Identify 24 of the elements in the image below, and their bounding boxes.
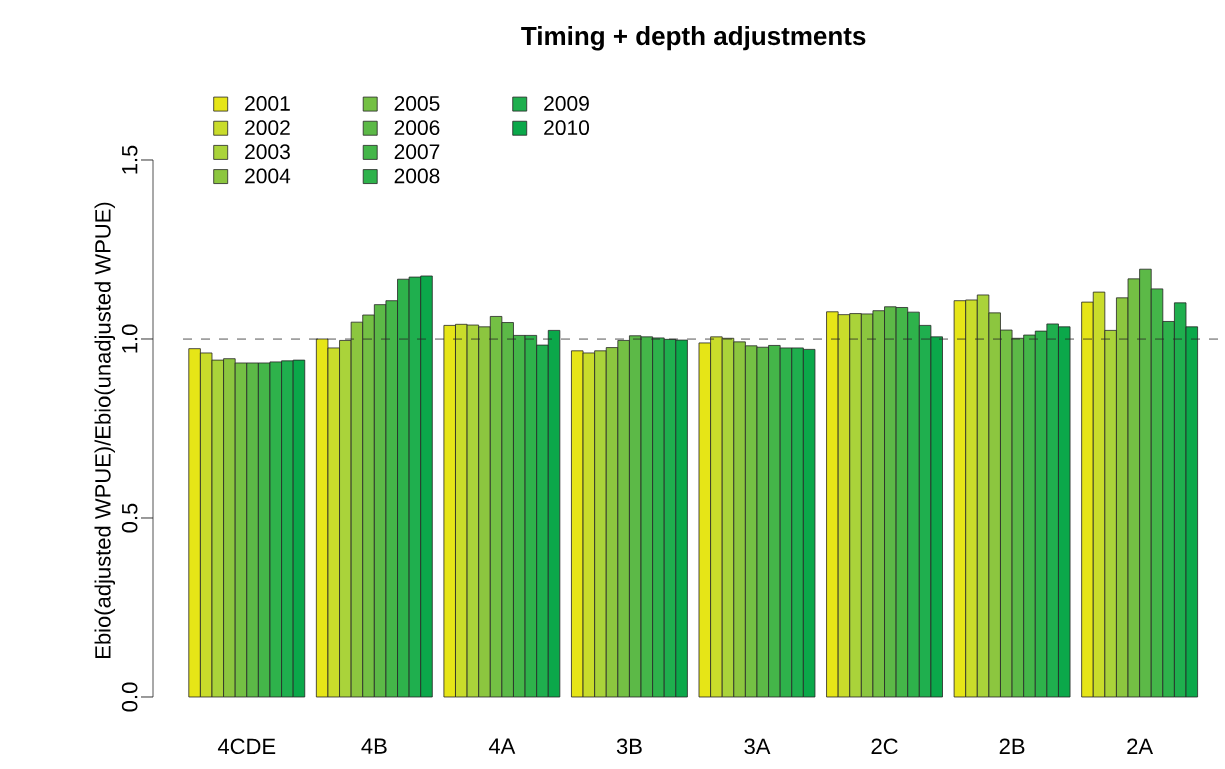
x-tick-label: 2A: [1127, 738, 1154, 754]
y-tick-label: 0.0: [121, 682, 138, 712]
legend-label: 2002: [245, 120, 290, 136]
x-tick-label: 4B: [361, 738, 387, 754]
legend-label: 2008: [394, 168, 440, 184]
legend-label: 2001: [245, 96, 290, 111]
legend-label: 2009: [544, 96, 589, 111]
x-tick-label: 2C: [871, 738, 898, 755]
y-axis-title: Ebio(adjusted WPUE)/Ebio(unadjusted WPUE): [94, 202, 116, 658]
legend-label: 2004: [245, 168, 291, 184]
x-tick-label: 4A: [488, 738, 516, 754]
x-tick-label: 2B: [999, 738, 1025, 754]
legend-label: 2005: [394, 96, 440, 111]
legend-label: 2006: [394, 120, 440, 136]
chart-title: Timing + depth adjustments: [521, 26, 866, 51]
legend-label: 2010: [544, 120, 590, 136]
x-tick-label: 3A: [744, 738, 771, 755]
y-tick-label: 1.5: [122, 145, 138, 174]
legend-label: 2003: [245, 144, 290, 160]
x-tick-label: 4CDE: [217, 738, 276, 755]
y-tick-label: 0.5: [121, 503, 138, 533]
legend-label: 2007: [394, 144, 440, 160]
x-tick-label: 3B: [616, 738, 642, 755]
y-tick-label: 1.0: [121, 324, 138, 353]
